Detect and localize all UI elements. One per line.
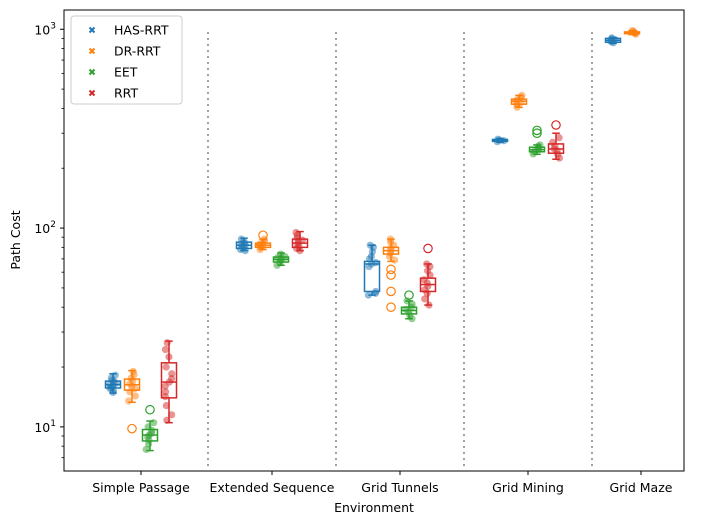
data-point — [628, 26, 637, 35]
legend-marker — [88, 68, 96, 76]
y-tick-label: 101 — [34, 419, 56, 435]
y-tick-label: 102 — [34, 220, 56, 236]
box-rrt-extended-sequence — [291, 228, 309, 255]
data-point — [364, 291, 373, 299]
box-rrt-grid-mining — [547, 120, 565, 162]
data-point — [168, 370, 176, 378]
box-has-rrt-grid-mining — [491, 135, 509, 146]
data-point — [391, 256, 399, 264]
box-dr-rrt-simple-passage — [123, 367, 141, 434]
data-point — [111, 371, 119, 379]
legend: HAS-RRT DR-RRT EET RRT — [70, 15, 183, 105]
outlier-point — [386, 264, 396, 275]
legend-item-rrt: RRT — [88, 86, 138, 101]
data-point — [494, 135, 502, 143]
data-point — [260, 235, 268, 243]
box-rrt-grid-tunnels — [419, 243, 437, 309]
legend-label: HAS-RRT — [114, 23, 169, 38]
outlier-point — [532, 125, 542, 136]
box-has-rrt-simple-passage — [104, 371, 122, 397]
data-point — [125, 397, 133, 405]
box-rrt-simple-passage — [160, 339, 178, 424]
box-eet-extended-sequence — [272, 250, 290, 269]
x-tick-label: Grid Mining — [492, 480, 564, 495]
data-point — [144, 423, 152, 431]
data-point — [161, 345, 170, 354]
box-dr-rrt-grid-maze — [623, 26, 641, 38]
outlier-point — [386, 302, 396, 312]
data-point — [420, 276, 428, 284]
data-point — [536, 141, 544, 149]
data-point — [425, 301, 433, 309]
outlier-point — [145, 404, 155, 415]
data-point — [372, 287, 380, 296]
data-point — [421, 295, 429, 303]
box-has-rrt-extended-sequence — [235, 235, 253, 255]
data-point — [292, 228, 300, 237]
legend-label: RRT — [114, 86, 138, 101]
y-axis-title: Path Cost — [8, 210, 23, 269]
data-point — [163, 339, 171, 347]
data-point — [162, 401, 170, 410]
data-point — [237, 235, 246, 243]
data-point — [129, 367, 137, 376]
legend-item-eet: EET — [88, 65, 138, 80]
outlier-point — [386, 270, 396, 280]
legend-item-has-rrt: HAS-RRT — [88, 23, 169, 38]
data-point — [131, 392, 140, 400]
legend-marker — [88, 47, 96, 55]
data-point — [423, 260, 431, 268]
data-point — [555, 134, 563, 142]
y-axis: 101 102 103 — [34, 21, 64, 459]
data-point — [549, 138, 557, 146]
data-point — [372, 259, 380, 267]
box-groups — [104, 26, 641, 454]
data-point — [277, 250, 285, 258]
outlier-point — [386, 286, 396, 297]
x-tick-label: Grid Tunnels — [361, 480, 438, 495]
outlier-point — [551, 120, 561, 130]
box-eet-grid-tunnels — [400, 290, 418, 323]
data-point — [518, 91, 526, 99]
data-point — [165, 353, 173, 361]
data-point — [126, 388, 134, 396]
box-has-rrt-grid-tunnels — [363, 241, 381, 299]
legend-item-dr-rrt: DR-RRT — [88, 44, 161, 59]
x-tick-label: Extended Sequence — [210, 480, 335, 495]
box-dr-rrt-grid-tunnels — [382, 235, 400, 312]
data-point — [608, 34, 616, 42]
data-point — [150, 419, 158, 427]
x-tick-label: Simple Passage — [92, 480, 190, 495]
legend-marker — [88, 89, 96, 97]
box-iqr — [160, 362, 178, 399]
outlier-point — [423, 243, 433, 254]
y-tick-label: 103 — [34, 21, 56, 37]
legend-label: EET — [114, 65, 138, 80]
data-point — [163, 416, 171, 424]
box-eet-grid-mining — [528, 125, 546, 158]
legend-label: DR-RRT — [114, 44, 161, 59]
data-point — [162, 363, 170, 371]
data-point — [403, 297, 411, 305]
data-point — [162, 388, 170, 396]
x-tick-label: Grid Maze — [610, 480, 673, 495]
plot-frame — [63, 9, 685, 472]
box-eet-simple-passage — [141, 404, 159, 454]
data-point — [386, 235, 395, 243]
legend-box — [70, 15, 183, 105]
legend-marker — [88, 26, 96, 34]
outlier-point — [532, 128, 542, 139]
data-point — [142, 445, 150, 454]
x-axis: Simple Passage Extended Sequence Grid Tunn… — [92, 471, 673, 495]
environment-separators — [207, 32, 593, 468]
box-dr-rrt-grid-mining — [510, 91, 528, 111]
x-axis-title: Environment — [334, 500, 414, 515]
box-dr-rrt-extended-sequence — [254, 230, 272, 254]
data-point — [366, 241, 374, 249]
data-point — [168, 411, 176, 419]
outlier-point — [127, 423, 137, 434]
box-has-rrt-grid-maze — [604, 34, 622, 47]
